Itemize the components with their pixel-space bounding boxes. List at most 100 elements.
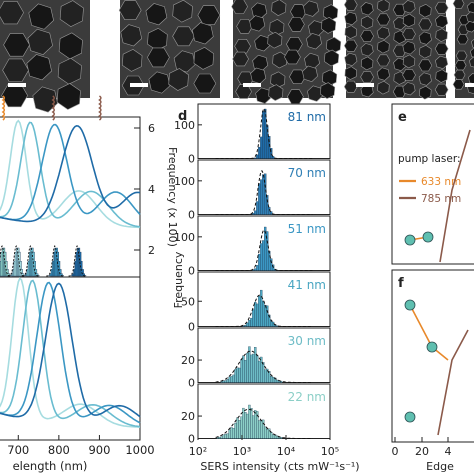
nanoparticle [271,0,287,16]
histogram-fit [46,245,64,277]
nanoparticle [454,60,467,71]
data-point [422,231,434,243]
histogram-bar [262,362,265,383]
histogram-bar [270,258,273,271]
nanoparticle [302,65,318,82]
nanoparticle [268,84,284,101]
histogram-bar [268,136,271,159]
x-tick-label: 20 [415,445,429,458]
legend-label-785: 785 nm [421,193,461,205]
histogram-bar [232,428,235,439]
histogram-bar [256,201,259,215]
y-tick-label: 50 [181,295,195,308]
nanoparticle [147,47,170,68]
y-tick-label: 0 [188,265,195,278]
right-axis-ticks: 2 4 6 [134,122,155,257]
lognormal-fit [215,170,313,215]
nanoparticle [28,3,54,30]
histogram-bar [258,295,261,327]
histogram-bar [270,148,273,159]
nanoparticle [306,33,322,50]
scale-bar [243,83,261,87]
tem-image-strip [0,0,474,113]
histogram-bar [275,379,279,383]
nanoparticle [343,39,358,52]
spectrum-line [0,276,140,428]
histogram-bar [264,369,267,383]
nanoparticle [402,13,416,28]
data-point [404,234,416,246]
nanoparticle [418,18,433,31]
histogram-bar [262,111,265,159]
histogram-bar [252,353,255,383]
histogram-bar [260,289,263,327]
y-tick-label: 0 [188,209,195,222]
extinction-curves-bottom [0,276,141,428]
panel-d-xlabel: SERS intensity (cts mW⁻¹s⁻¹) [200,460,359,473]
nanoparticle [286,36,303,52]
y-tick-label: 0 [188,433,195,446]
histogram-bar [246,413,249,439]
histogram-bar [262,300,265,327]
histogram-bar [254,410,257,439]
histogram-bar [220,436,223,439]
spectrum-line [0,119,140,229]
histogram-bar [254,157,257,159]
histogram-bar [256,265,259,271]
nanoparticle [435,28,448,42]
histogram-bar [244,360,247,383]
x-tick-label: 10³ [233,445,251,458]
histogram-bar [220,381,223,383]
histogram-bar [258,420,261,439]
nanoparticle [419,44,432,59]
nanoparticle [435,69,448,83]
nanoparticle [236,19,253,34]
nanoparticle [360,43,374,57]
histogram-bar [250,408,253,439]
nanoparticle [434,42,449,55]
histogram-bar [271,156,275,159]
nanoparticle [172,0,193,23]
y-tick-label: 20 [181,410,195,423]
histogram-bar [226,379,229,383]
panel-e-f-xlabel: Edge [426,460,454,473]
histogram-bar [226,433,229,439]
nanoparticle [288,17,305,32]
nanoparticle [434,83,449,96]
nanoparticle [377,80,390,95]
panel-e-frame [391,103,474,265]
nanoparticle [26,54,52,81]
panel-e-f-marks [404,129,471,436]
right-tick-label: 6 [148,122,155,135]
histogram-bar [218,436,221,439]
nanoparticle [344,25,358,39]
histogram-bar [268,371,271,383]
nanoparticle [232,51,249,67]
nanoparticle [402,69,416,81]
histogram-bar [270,376,273,383]
y-tick-label: 100 [174,175,195,188]
lognormal-fit [215,408,313,439]
series-785-line [439,129,471,263]
x-tick-label: 1000 [125,443,154,457]
scale-bar [356,83,374,87]
histogram-bar [262,240,265,271]
histogram-bar [234,369,237,383]
nanoparticle [468,73,474,85]
nanoparticle [376,54,391,67]
nanoparticle [376,13,391,26]
series-785-line [437,329,469,436]
histogram-bar [228,376,231,383]
nanoparticle [231,0,248,14]
nanoparticle [360,2,374,16]
x-tick-label: 700 [7,443,29,457]
laser-wave-icon [1,95,6,121]
panel-top-frame [0,116,141,278]
histogram-bar [230,427,233,439]
nanoparticle [360,30,374,43]
histogram-bar [262,419,265,439]
histogram-bar [258,253,261,271]
size-histogram-bars [0,245,87,277]
nanoparticle [470,47,474,58]
